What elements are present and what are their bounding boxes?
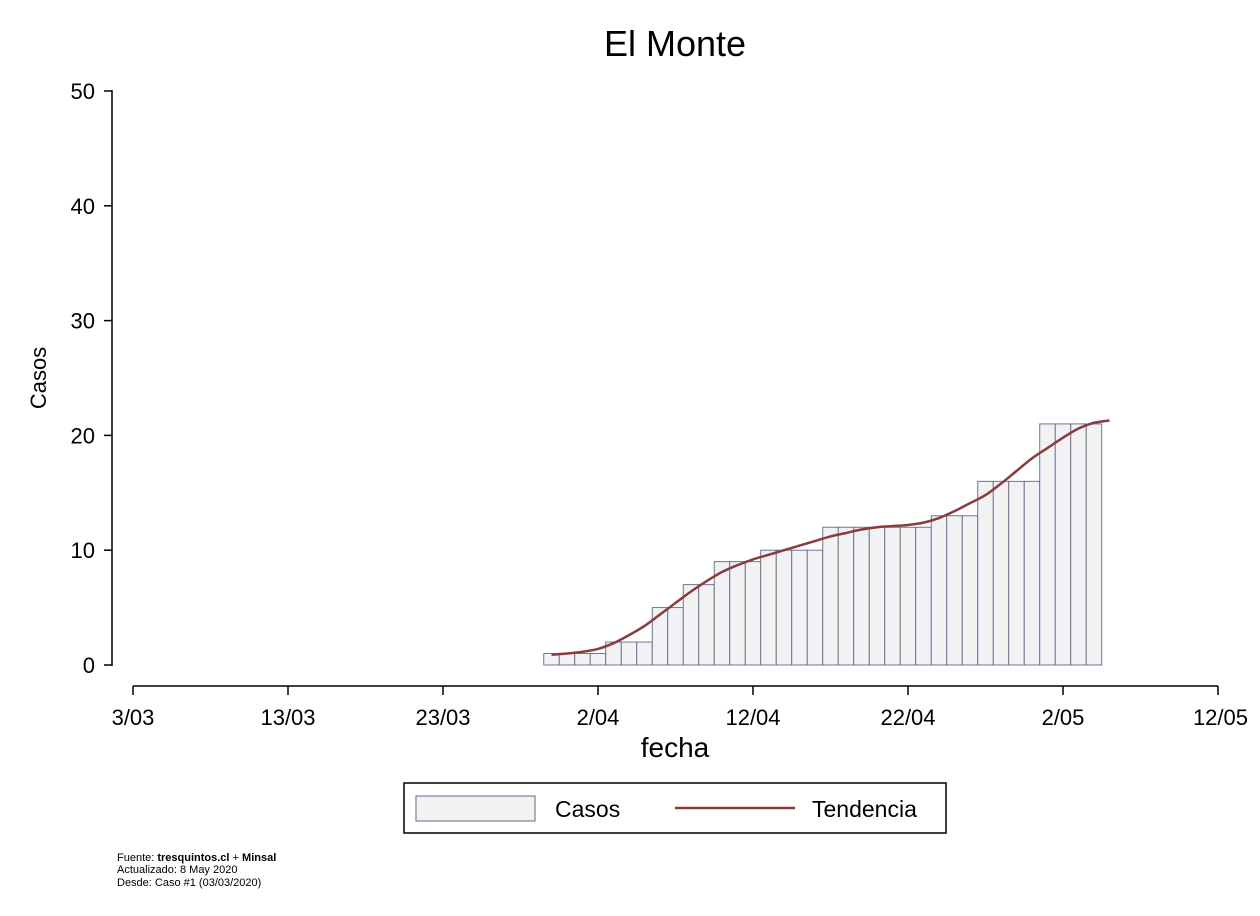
bar bbox=[744, 561, 762, 666]
x-tick-label: 22/04 bbox=[880, 705, 935, 730]
bar bbox=[775, 549, 793, 666]
bar bbox=[1054, 423, 1072, 666]
y-tick-label: 0 bbox=[83, 653, 95, 678]
legend-label-tendencia: Tendencia bbox=[812, 796, 917, 822]
bar bbox=[729, 561, 746, 666]
y-tick-label: 40 bbox=[71, 194, 95, 219]
bar bbox=[853, 526, 870, 666]
bar bbox=[1008, 480, 1025, 666]
since-line: Desde: Caso #1 (03/03/2020) bbox=[117, 877, 261, 889]
chart-title: El Monte bbox=[604, 23, 746, 64]
x-tick-label: 2/05 bbox=[1042, 705, 1085, 730]
source-line: Fuente: tresquintos.cl + Minsal bbox=[117, 852, 276, 864]
bar bbox=[915, 526, 932, 666]
bar bbox=[713, 561, 731, 666]
bar bbox=[992, 480, 1010, 666]
bar bbox=[589, 653, 607, 666]
bar bbox=[667, 607, 684, 666]
bar bbox=[837, 526, 855, 666]
trend-line-tendencia bbox=[551, 419, 1110, 656]
source-plus: + bbox=[229, 852, 242, 864]
x-tick-label: 2/04 bbox=[577, 705, 620, 730]
updated-line: Actualizado: 8 May 2020 bbox=[117, 864, 237, 876]
bar bbox=[930, 515, 948, 666]
x-tick-label: 23/03 bbox=[415, 705, 470, 730]
y-tick-label: 30 bbox=[71, 309, 95, 334]
bar bbox=[1085, 423, 1103, 666]
bar bbox=[961, 515, 979, 666]
bar bbox=[760, 549, 777, 666]
bar bbox=[636, 641, 653, 666]
bar bbox=[977, 480, 994, 666]
y-axis-label: Casos bbox=[26, 347, 51, 409]
x-axis-label: fecha bbox=[641, 732, 710, 763]
bar bbox=[651, 607, 669, 666]
bar bbox=[822, 526, 839, 666]
bar bbox=[574, 653, 591, 666]
y-tick-label: 20 bbox=[71, 423, 95, 448]
y-tick-label: 50 bbox=[71, 79, 95, 104]
source-note: Fuente: tresquintos.cl + Minsal Actualiz… bbox=[117, 852, 276, 889]
bar bbox=[698, 584, 715, 666]
bar bbox=[1070, 423, 1087, 666]
bar bbox=[791, 549, 808, 666]
source-prefix: Fuente: bbox=[117, 852, 157, 864]
x-tick-label: 12/04 bbox=[725, 705, 780, 730]
x-tick-label: 12/05 bbox=[1193, 705, 1248, 730]
x-tick-label: 13/03 bbox=[260, 705, 315, 730]
bar bbox=[620, 641, 638, 666]
y-axis: 0 10 20 30 40 50 bbox=[71, 79, 113, 678]
bar bbox=[558, 653, 576, 666]
bar bbox=[899, 526, 917, 666]
bar bbox=[946, 515, 963, 666]
legend-label-casos: Casos bbox=[555, 796, 620, 822]
bar bbox=[884, 526, 901, 666]
x-axis: 3/03 13/03 23/03 2/04 12/04 22/04 2/05 12/05 bbox=[112, 685, 1248, 730]
x-tick-label: 3/03 bbox=[112, 705, 155, 730]
bar bbox=[1039, 423, 1056, 666]
legend-swatch-casos bbox=[415, 795, 536, 822]
bar bbox=[1023, 480, 1041, 666]
bar bbox=[868, 526, 886, 666]
bar bbox=[806, 549, 824, 666]
source-name-b: Minsal bbox=[242, 852, 276, 864]
legend: Casos Tendencia bbox=[403, 782, 947, 834]
y-tick-label: 10 bbox=[71, 538, 95, 563]
source-name-a: tresquintos.cl bbox=[157, 852, 229, 864]
bar-series-casos bbox=[543, 423, 1103, 666]
